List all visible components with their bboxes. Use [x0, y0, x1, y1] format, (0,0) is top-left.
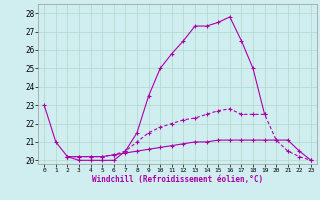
- X-axis label: Windchill (Refroidissement éolien,°C): Windchill (Refroidissement éolien,°C): [92, 175, 263, 184]
